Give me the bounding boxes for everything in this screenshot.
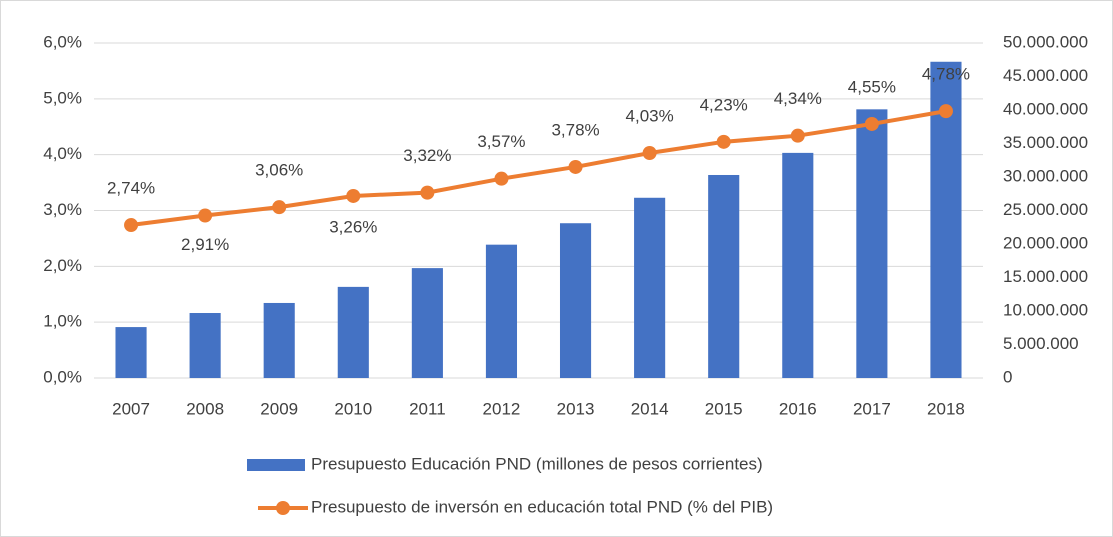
legend-label: Presupuesto de inversón en educación tot… — [311, 497, 773, 516]
legend-marker — [276, 501, 290, 515]
data-label: 2,91% — [181, 235, 229, 254]
y-tick-label: 2,0% — [43, 256, 82, 275]
x-tick-label: 2011 — [409, 399, 446, 418]
y-tick-label: 6,0% — [43, 32, 82, 51]
x-tick-label: 2018 — [927, 399, 965, 418]
marker — [420, 185, 435, 200]
line — [130, 109, 947, 228]
y-tick-label: 4,0% — [43, 144, 82, 163]
data-label: 3,06% — [255, 161, 303, 180]
bar — [337, 286, 369, 378]
x-tick-label: 2015 — [705, 399, 743, 418]
data-label: 4,03% — [626, 106, 674, 125]
marker — [642, 145, 657, 160]
data-label: 4,55% — [848, 77, 896, 96]
x-tick-label: 2017 — [853, 399, 891, 418]
x-tick-label: 2012 — [483, 399, 521, 418]
y-tick-label: 1,0% — [43, 312, 82, 331]
data-label: 4,78% — [922, 65, 970, 84]
y2-tick-label: 0 — [1003, 367, 1012, 386]
y-tick-label: 3,0% — [43, 200, 82, 219]
y2-tick-label: 15.000.000 — [1003, 267, 1088, 286]
data-label: 4,34% — [774, 89, 822, 108]
x-tick-label: 2010 — [334, 399, 372, 418]
x-tick-label: 2013 — [557, 399, 595, 418]
marker — [346, 188, 361, 203]
marker — [938, 104, 953, 119]
legend-swatch — [247, 459, 305, 471]
data-label: 3,26% — [329, 217, 377, 236]
bar — [782, 152, 814, 378]
y2-tick-label: 10.000.000 — [1003, 300, 1088, 319]
y2-tick-label: 45.000.000 — [1003, 66, 1088, 85]
y-tick-label: 5,0% — [43, 88, 82, 107]
x-tick-label: 2008 — [186, 399, 224, 418]
data-label: 2,74% — [107, 179, 155, 198]
marker — [272, 200, 287, 215]
x-tick-label: 2014 — [631, 399, 669, 418]
marker — [790, 128, 805, 143]
y2-tick-label: 5.000.000 — [1003, 334, 1079, 353]
marker — [864, 116, 879, 131]
data-label: 3,32% — [403, 146, 451, 165]
bar — [115, 327, 147, 378]
bar — [263, 302, 295, 378]
marker — [124, 218, 139, 233]
x-tick-label: 2007 — [112, 399, 150, 418]
marker — [716, 134, 731, 149]
bar — [189, 313, 221, 378]
marker — [198, 208, 213, 223]
bar — [634, 197, 666, 378]
y2-tick-label: 50.000.000 — [1003, 32, 1088, 51]
bar — [559, 223, 592, 378]
data-label: 3,57% — [477, 132, 525, 151]
bar — [708, 174, 740, 378]
x-tick-label: 2016 — [779, 399, 817, 418]
x-tick-label: 2009 — [260, 399, 298, 418]
y2-tick-label: 40.000.000 — [1003, 99, 1088, 118]
y2-tick-label: 20.000.000 — [1003, 233, 1088, 252]
y-tick-label: 0,0% — [43, 367, 82, 386]
y2-tick-label: 25.000.000 — [1003, 200, 1088, 219]
bar — [856, 109, 888, 378]
marker — [494, 171, 509, 186]
data-label: 4,23% — [700, 95, 748, 114]
legend-label: Presupuesto Educación PND (millones de p… — [311, 454, 763, 473]
bar — [411, 268, 443, 378]
y2-tick-label: 35.000.000 — [1003, 133, 1088, 152]
marker — [568, 159, 583, 174]
data-label: 3,78% — [551, 120, 599, 139]
y2-tick-label: 30.000.000 — [1003, 166, 1088, 185]
bar — [485, 244, 518, 378]
